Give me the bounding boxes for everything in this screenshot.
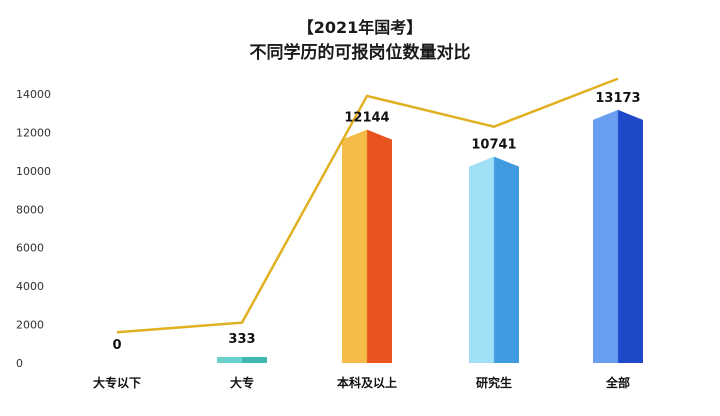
bar — [342, 129, 392, 363]
x-axis: 大专以下 大专 本科及以上 研究生 全部 — [93, 375, 630, 390]
bar — [469, 156, 519, 363]
x-category-label: 大专以下 — [93, 375, 141, 390]
y-tick-label: 10000 — [16, 165, 51, 178]
trend-line — [116, 77, 619, 334]
y-tick-label: 0 — [16, 357, 23, 370]
y-tick-label: 12000 — [16, 126, 51, 139]
bar — [593, 109, 643, 363]
value-label: 0 — [112, 338, 121, 353]
value-label: 13173 — [595, 91, 640, 106]
x-category-label: 全部 — [605, 375, 630, 390]
y-tick-label: 2000 — [16, 319, 44, 332]
value-label: 333 — [228, 332, 255, 347]
y-tick-label: 8000 — [16, 203, 44, 216]
value-label: 12144 — [344, 111, 389, 126]
value-label: 10741 — [471, 138, 516, 153]
chart-title: 【2021年国考】 — [297, 18, 423, 37]
x-category-label: 本科及以上 — [337, 375, 397, 390]
y-axis: 0 2000 4000 6000 8000 10000 12000 14000 — [16, 88, 51, 370]
labels-group: 0 333 12144 10741 13173 — [112, 91, 640, 353]
y-tick-label: 4000 — [16, 280, 44, 293]
x-category-label: 大专 — [230, 375, 254, 390]
y-tick-label: 14000 — [16, 88, 51, 101]
chart-subtitle: 不同学历的可报岗位数量对比 — [249, 43, 471, 63]
y-tick-label: 6000 — [16, 242, 44, 255]
bar — [217, 357, 267, 363]
bars-group — [217, 109, 643, 363]
line-overlay-group — [116, 77, 619, 334]
x-category-label: 研究生 — [476, 375, 512, 390]
